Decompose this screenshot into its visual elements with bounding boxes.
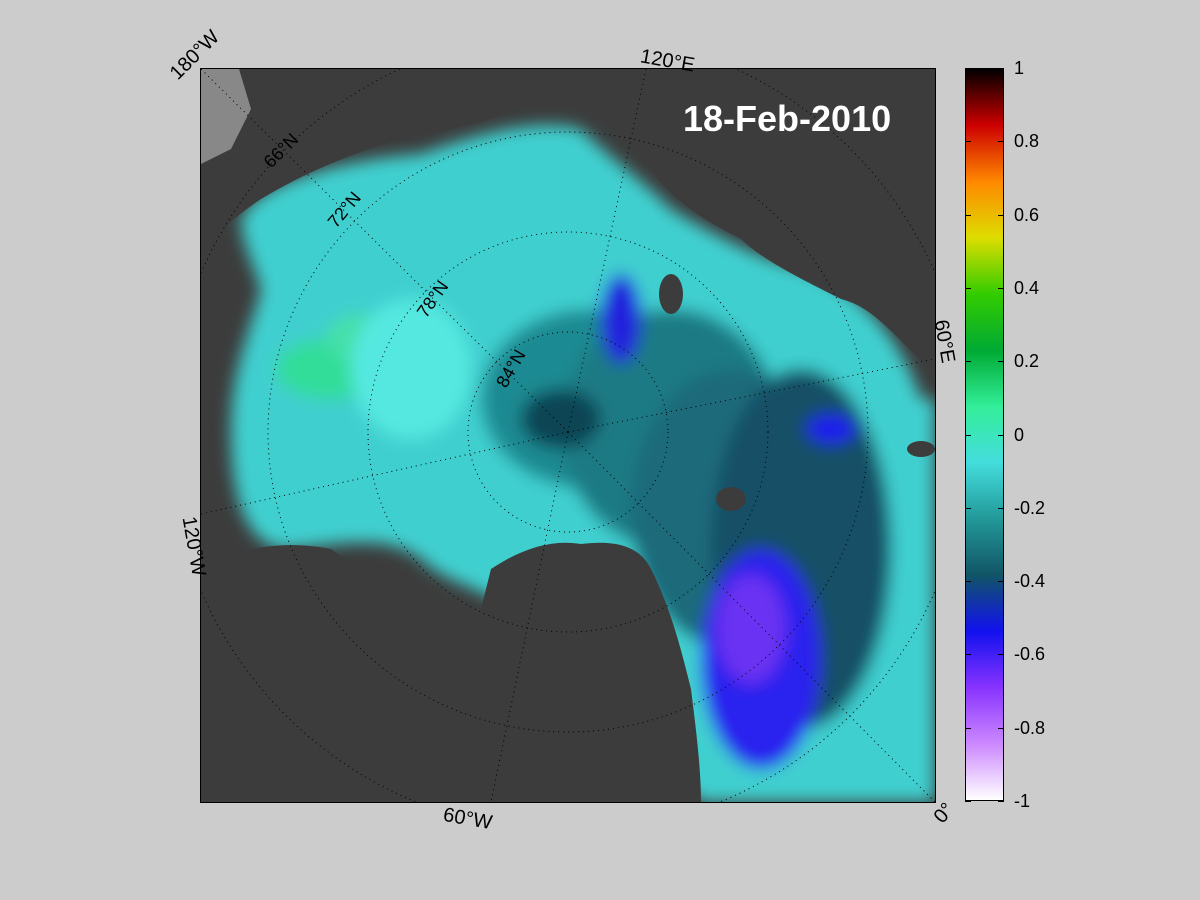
island [659,274,683,314]
colorbar [965,68,1004,801]
colorbar-tick-label: 0.2 [1014,351,1040,372]
sea-ice-map: 66°N 72°N 78°N 84°N [201,69,935,802]
colorbar-tick-mark [998,68,1004,69]
colorbar-tick-label: 0.6 [1014,204,1040,225]
svalbard-island [716,487,746,511]
colorbar-tick-mark [965,654,971,656]
colorbar-tick-mark [965,581,971,583]
colorbar-tick-mark [998,581,1004,583]
siberia-landmass [581,69,935,369]
colorbar-tick-mark [965,68,971,69]
colorbar-tick-mark [998,654,1004,656]
latitude-graticule [201,69,935,802]
map-date-label: 18-Feb-2010 [683,98,892,139]
colorbar-tick-mark [998,507,1004,509]
no-data-corner [201,69,251,164]
colorbar-tick-mark [998,287,1004,289]
colorbar-tick-mark [998,434,1004,436]
colorbar-tick-mark [998,214,1004,216]
colorbar-tick-label: 0.4 [1014,277,1040,298]
alaska-landmass [201,69,581,249]
meridian-graticule [201,69,935,802]
colorbar-tick-label: 0.8 [1014,131,1040,152]
map-panel: 66°N 72°N 78°N 84°N [200,68,936,803]
colorbar-tick-mark [965,727,971,729]
colorbar-tick-label: 0 [1014,424,1025,445]
colorbar-tick-mark [965,507,971,509]
canadian-archipelago [201,545,441,802]
colorbar-tick-mark [998,141,1004,143]
colorbar-tick-label: -0.6 [1014,644,1046,665]
meridian-label-60w: 60°W [441,803,494,835]
colorbar-tick-label: -0.4 [1014,571,1046,592]
colorbar-tick-mark [998,801,1004,802]
colorbar-tick-label: -0.8 [1014,717,1046,738]
colorbar-tick-mark [965,434,971,436]
colorbar-tick-mark [998,361,1004,363]
colorbar-tick-label: 1 [1014,58,1025,78]
colorbar-tick-label: -1 [1014,791,1031,811]
colorbar-tick-mark [965,287,971,289]
meridian-label-0: 0° [929,798,959,828]
island [907,441,935,457]
colorbar-tick-mark [965,361,971,363]
colorbar-tick-mark [998,727,1004,729]
colorbar-tick-mark [965,141,971,143]
greenland-landmass [478,542,701,802]
colorbar-tick-mark [965,214,971,216]
colorbar-tick-label: -0.2 [1014,497,1046,518]
colorbar-tick-mark [965,801,971,802]
